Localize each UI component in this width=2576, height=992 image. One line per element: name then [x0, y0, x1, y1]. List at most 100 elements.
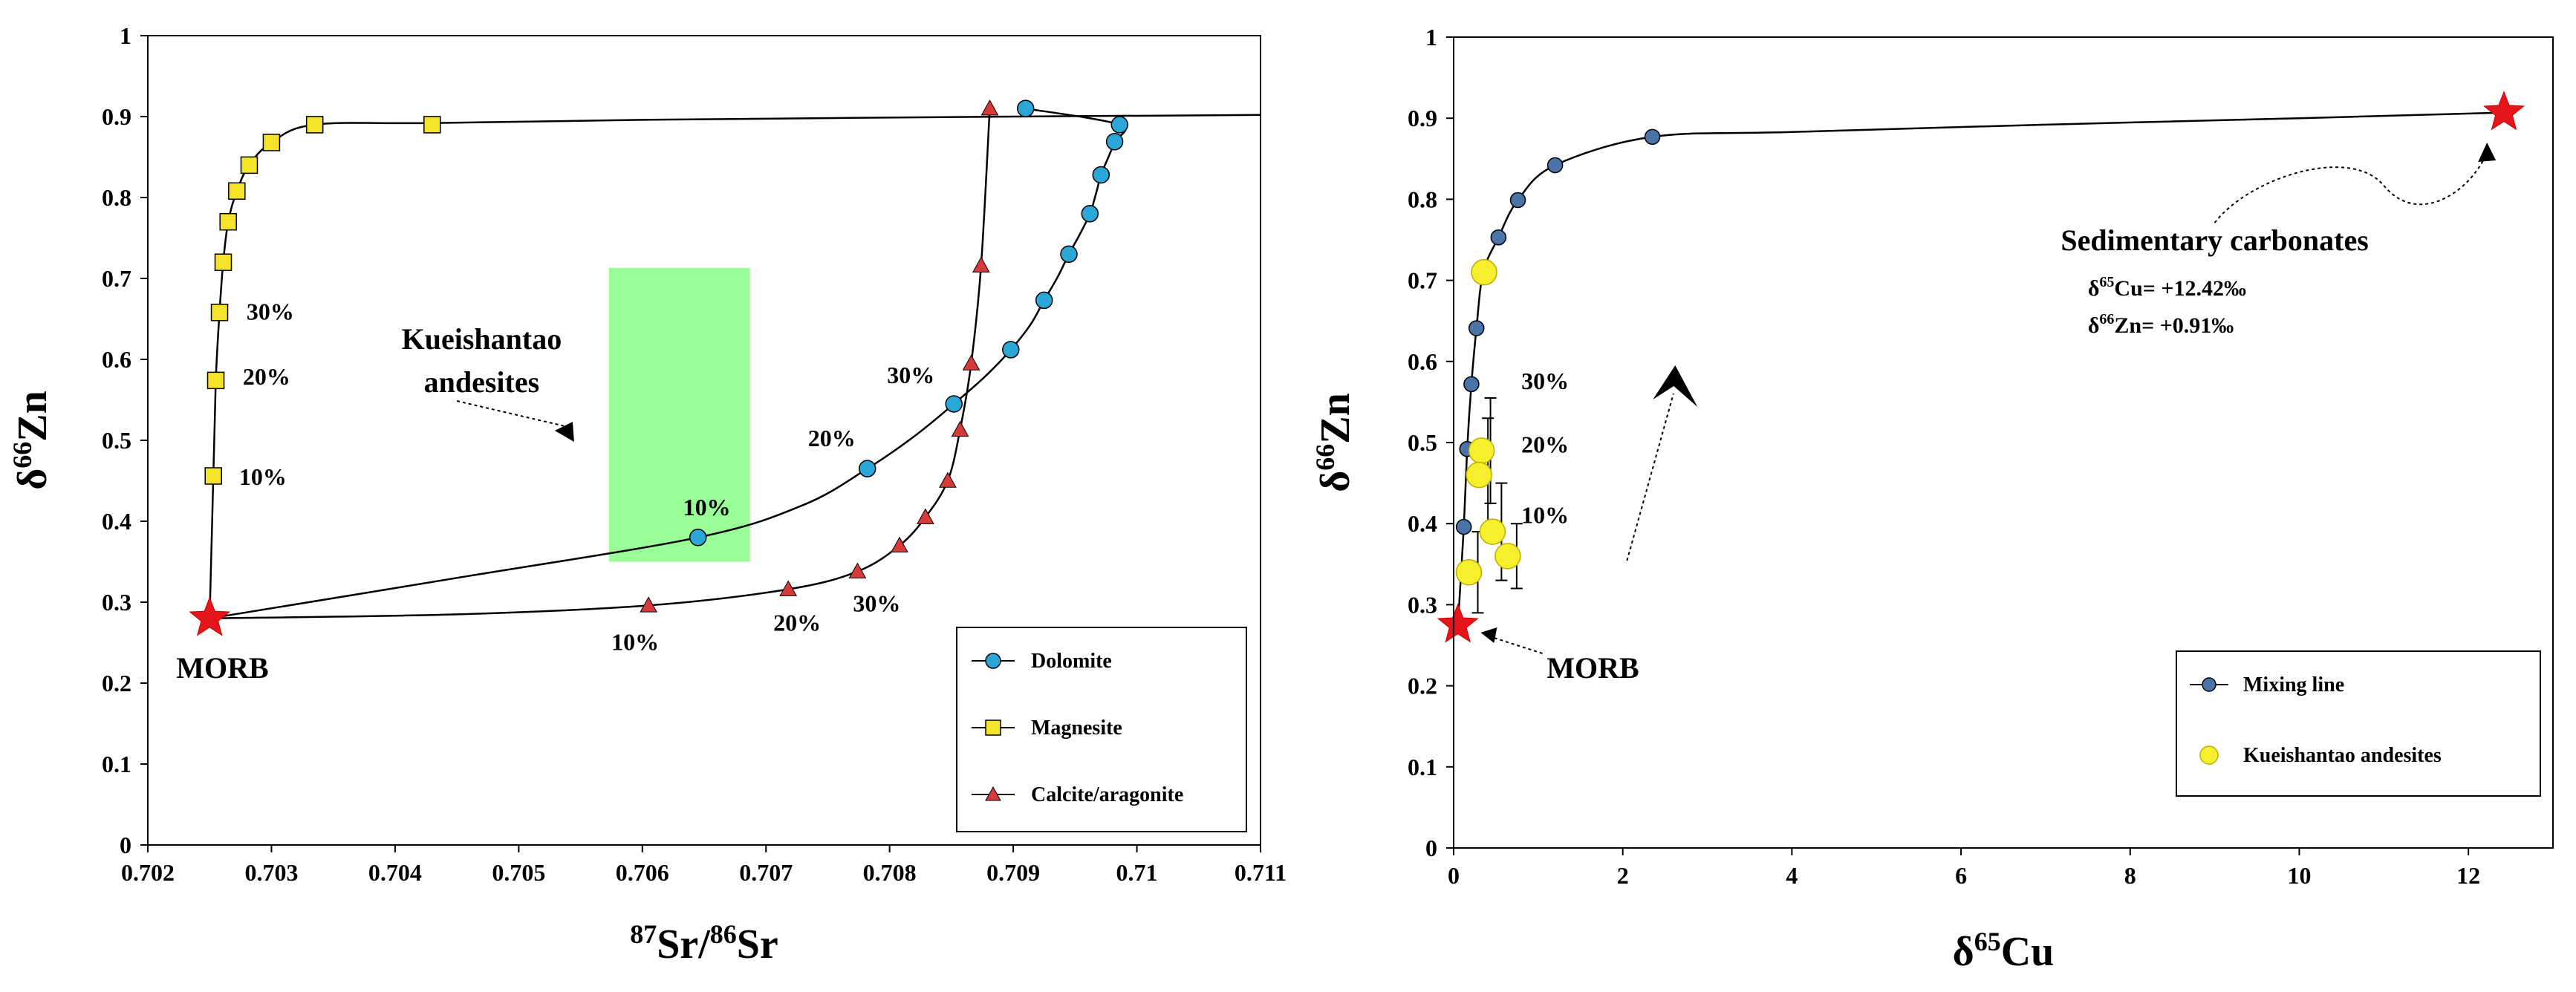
legend-label: Dolomite [1031, 650, 1112, 673]
legend-marker [985, 653, 1001, 669]
x-tick-label: 0.702 [121, 859, 175, 886]
magnesite-point [305, 116, 324, 134]
x-tick-label: 10 [2287, 862, 2311, 889]
left-legend-items: Dolomite Magnesite Calcite/aragonite [972, 650, 1183, 806]
left-morb-label: MORB [176, 651, 268, 685]
legend-label: Kueishantao andesites [2243, 744, 2442, 767]
x-tick-label: 0.706 [616, 859, 669, 886]
dolomite-point [1060, 245, 1078, 264]
magnesite-point [262, 134, 281, 151]
dolomite-point [1110, 116, 1129, 134]
magnesite-percent-label: 10% [239, 463, 287, 490]
x-tick-label: 0.708 [863, 859, 917, 886]
x-tick-label: 0.705 [492, 859, 545, 886]
calcite-aragonite-point [980, 99, 999, 116]
right-legend: Mixing line Kueishantao andesites [2176, 650, 2541, 797]
dolomite-percent-label: 30% [887, 362, 934, 388]
mixing-line-point [1468, 320, 1485, 336]
right-chart: 0 2 4 6 8 10 12 0 0.1 0.2 0.3 0.4 0.5 0.6 0.7 0.8 0.9 1 δ… [1310, 24, 2554, 975]
y-tick-label: 0.5 [102, 427, 131, 454]
morb-pointer-arrow [1491, 636, 1543, 654]
dolomite-point [689, 529, 707, 546]
trend-arrow-line [1626, 393, 1674, 561]
y-tick-label: 0.3 [1408, 591, 1437, 618]
mixing-line-point [1490, 229, 1507, 246]
y-tick-label: 1 [120, 22, 131, 49]
y-tick-label: 0.8 [102, 184, 131, 211]
legend-marker [2202, 677, 2216, 692]
magnesite-point [210, 304, 229, 322]
y-tick-label: 0.7 [1408, 267, 1437, 294]
right-error-bars [1471, 397, 1523, 614]
calcite-aragonite-point [972, 256, 990, 273]
y-tick-label: 0.7 [102, 265, 131, 292]
left-x-axis-label: 87Sr/86Sr [630, 919, 778, 967]
field-label-line1: Kueishantao [402, 322, 562, 356]
x-tick-label: 0.71 [1116, 859, 1158, 886]
carbonates-cu-value: δ65Cu= +12.42‰ [2088, 274, 2246, 301]
carbonates-star-icon [2482, 91, 2525, 131]
right-y-axis-label: δ66Zn [1310, 393, 1359, 492]
x-tick-label: 8 [2124, 862, 2136, 889]
mixing-line-point [1455, 518, 1472, 535]
y-tick-label: 0.4 [1408, 510, 1437, 537]
y-tick-label: 0.6 [1408, 348, 1437, 375]
right-percent-label: 10% [1521, 501, 1569, 528]
right-axis-ticks: 0 2 4 6 8 10 12 0 0.1 0.2 0.3 0.4 0.5 0.6 0.7 0.8 0.9 1 [1408, 24, 2480, 889]
field-pointer-arrow [456, 400, 569, 428]
carbonates-pointer-arrow [2214, 155, 2486, 223]
dolomite-percent-label: 20% [808, 425, 856, 451]
calcite-aragonite-point [917, 508, 934, 524]
mixing-line-point [1644, 128, 1661, 146]
morb-star-icon [1437, 603, 1479, 643]
left-y-axis-label: δ66Zn [7, 391, 56, 490]
right-morb-label: MORB [1546, 651, 1639, 685]
right-x-axis-label: δ65Cu [1953, 927, 2055, 975]
morb-pointer-arrowhead [1480, 627, 1497, 643]
magnesite-point [214, 253, 232, 271]
mixing-line-curve [1457, 111, 2505, 625]
carbonates-label: Sedimentary carbonates [2061, 223, 2368, 257]
y-tick-label: 0.9 [102, 103, 131, 130]
x-tick-label: 0.707 [739, 859, 793, 886]
left-legend: Dolomite Magnesite Calcite/aragonite [956, 627, 1247, 832]
dolomite-point [1035, 291, 1053, 310]
dolomite-point [1002, 341, 1020, 359]
left-annotations: Kueishantao andesites MORB 10% 20% 30% 10% 2… [176, 298, 934, 685]
dolomite-point [1017, 99, 1035, 117]
x-tick-label: 6 [1955, 862, 1967, 889]
legend-label: Mixing line [2243, 673, 2344, 696]
field-pointer-arrowhead [554, 422, 574, 442]
carbonates-pointer-arrowhead [2478, 143, 2497, 162]
magnesite-percent-label: 30% [247, 298, 294, 325]
right-legend-box [2176, 650, 2541, 797]
magnesite-percent-label: 20% [243, 363, 290, 390]
calcite-percent-label: 30% [853, 590, 900, 617]
magnesite-point [204, 467, 222, 485]
y-tick-label: 1 [1425, 24, 1437, 50]
y-tick-label: 0 [120, 832, 131, 858]
right-mixing-curve [1457, 111, 2505, 625]
dolomite-curve [209, 107, 1127, 620]
kueishantao-andesite-point [1468, 437, 1495, 464]
magnesite-point [228, 182, 246, 200]
y-tick-label: 0.8 [1408, 186, 1437, 212]
x-tick-label: 0.711 [1235, 859, 1287, 886]
left-chart: 0.702 0.703 0.704 0.705 0.706 0.707 0.708 0.709… [7, 22, 1287, 967]
dolomite-percent-label: 10% [683, 494, 731, 521]
dolomite-point [1105, 133, 1124, 151]
magnesite-point [219, 212, 237, 231]
right-legend-items: Mixing line Kueishantao andesites [2190, 673, 2442, 767]
y-tick-label: 0.2 [1408, 673, 1437, 699]
legend-marker [2199, 745, 2219, 765]
x-tick-label: 0 [1448, 862, 1460, 889]
y-tick-label: 0.2 [102, 670, 131, 696]
mixing-line-point [1509, 192, 1526, 209]
trend-arrowhead-icon [1653, 365, 1698, 407]
calcite-aragonite-point [891, 536, 908, 552]
magnesite-point [240, 156, 258, 174]
dolomite-point [945, 395, 963, 413]
y-tick-label: 0.6 [102, 346, 131, 373]
calcite-percent-label: 20% [773, 610, 821, 636]
